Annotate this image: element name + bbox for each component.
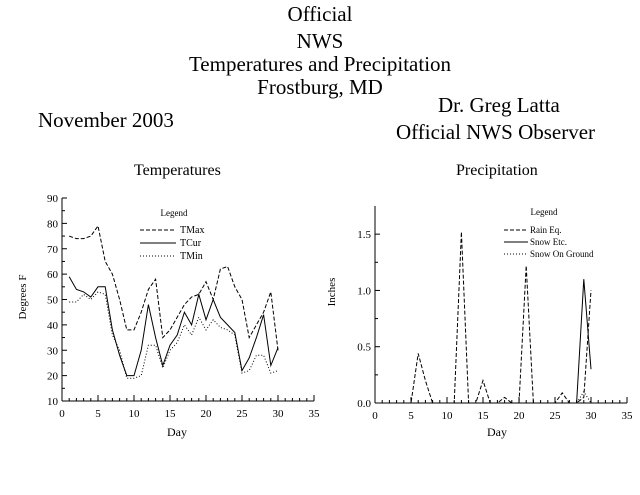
precipitation-x-tick-label: 5 bbox=[408, 410, 414, 422]
precipitation-y-tick-label: 1.0 bbox=[357, 285, 371, 297]
precipitation-legend-entry: Snow Etc. bbox=[530, 237, 567, 247]
temperature-legend-entry: TCur bbox=[180, 238, 202, 249]
precipitation-legend-entry: Rain Eq. bbox=[530, 225, 562, 235]
precipitation-y-tick-label: 0.5 bbox=[357, 342, 371, 354]
temperature-y-tick-label: 80 bbox=[47, 218, 59, 230]
temperature-x-tick-label: 5 bbox=[95, 408, 101, 420]
temperature-x-tick-label: 15 bbox=[165, 408, 177, 420]
header-line-nws: NWS bbox=[296, 29, 344, 53]
temperature-y-tick-label: 20 bbox=[47, 371, 59, 383]
observer-title: Official NWS Observer bbox=[396, 120, 596, 144]
precipitation-x-axis-label: Day bbox=[487, 425, 507, 439]
precipitation-x-tick-label: 15 bbox=[478, 410, 490, 422]
temperature-x-tick-label: 35 bbox=[309, 408, 321, 420]
temperature-y-tick-label: 70 bbox=[47, 244, 59, 256]
precipitation-y-tick-label: 0.0 bbox=[357, 398, 371, 410]
temperature-y-axis-label: Degrees F bbox=[17, 275, 29, 320]
header-line-official: Official bbox=[287, 2, 353, 26]
temperature-y-tick-label: 10 bbox=[47, 396, 59, 408]
temperature-legend-entry: TMax bbox=[180, 225, 204, 236]
temperature-chart-title: Temperatures bbox=[134, 162, 221, 179]
temperature-x-tick-label: 0 bbox=[59, 408, 65, 420]
precipitation-legend-title: Legend bbox=[531, 207, 558, 217]
precipitation-x-tick-label: 35 bbox=[622, 410, 634, 422]
report-month: November 2003 bbox=[38, 108, 174, 132]
temperature-y-tick-label: 90 bbox=[47, 193, 59, 205]
temperature-legend-entry: TMin bbox=[180, 251, 203, 262]
temperature-legend-title: Legend bbox=[161, 208, 188, 218]
header-line-title: Temperatures and Precipitation bbox=[188, 52, 452, 76]
precipitation-y-tick-label: 1.5 bbox=[357, 229, 371, 241]
precipitation-y-axis-label: Inches bbox=[326, 278, 338, 307]
temperature-y-tick-label: 50 bbox=[47, 295, 59, 307]
precipitation-x-tick-label: 30 bbox=[586, 410, 598, 422]
temperature-y-tick-label: 30 bbox=[47, 345, 59, 357]
temperature-x-tick-label: 20 bbox=[201, 408, 213, 420]
header-line-location: Frostburg, MD bbox=[257, 75, 383, 99]
observer-name: Dr. Greg Latta bbox=[438, 93, 560, 117]
temperature-y-tick-label: 60 bbox=[47, 269, 59, 281]
precipitation-x-tick-label: 25 bbox=[550, 410, 562, 422]
temperature-series-tmax bbox=[69, 224, 279, 351]
temperature-series-tcur bbox=[68, 276, 279, 377]
precipitation-series-snow-on-ground bbox=[382, 390, 592, 404]
precipitation-legend-entry: Snow On Ground bbox=[530, 249, 594, 259]
precipitation-chart-title: Precipitation bbox=[456, 162, 538, 179]
temperature-x-axis-label: Day bbox=[167, 425, 187, 439]
temperature-x-tick-label: 25 bbox=[237, 408, 249, 420]
temperature-y-tick-label: 40 bbox=[47, 320, 59, 332]
precipitation-x-tick-label: 0 bbox=[372, 410, 378, 422]
temperature-x-tick-label: 30 bbox=[273, 408, 285, 420]
precipitation-series-snow-etc- bbox=[382, 279, 592, 404]
precipitation-x-tick-label: 10 bbox=[442, 410, 454, 422]
temperature-x-tick-label: 10 bbox=[129, 408, 141, 420]
precipitation-series-rain-eq- bbox=[382, 231, 592, 404]
precipitation-x-tick-label: 20 bbox=[514, 410, 526, 422]
